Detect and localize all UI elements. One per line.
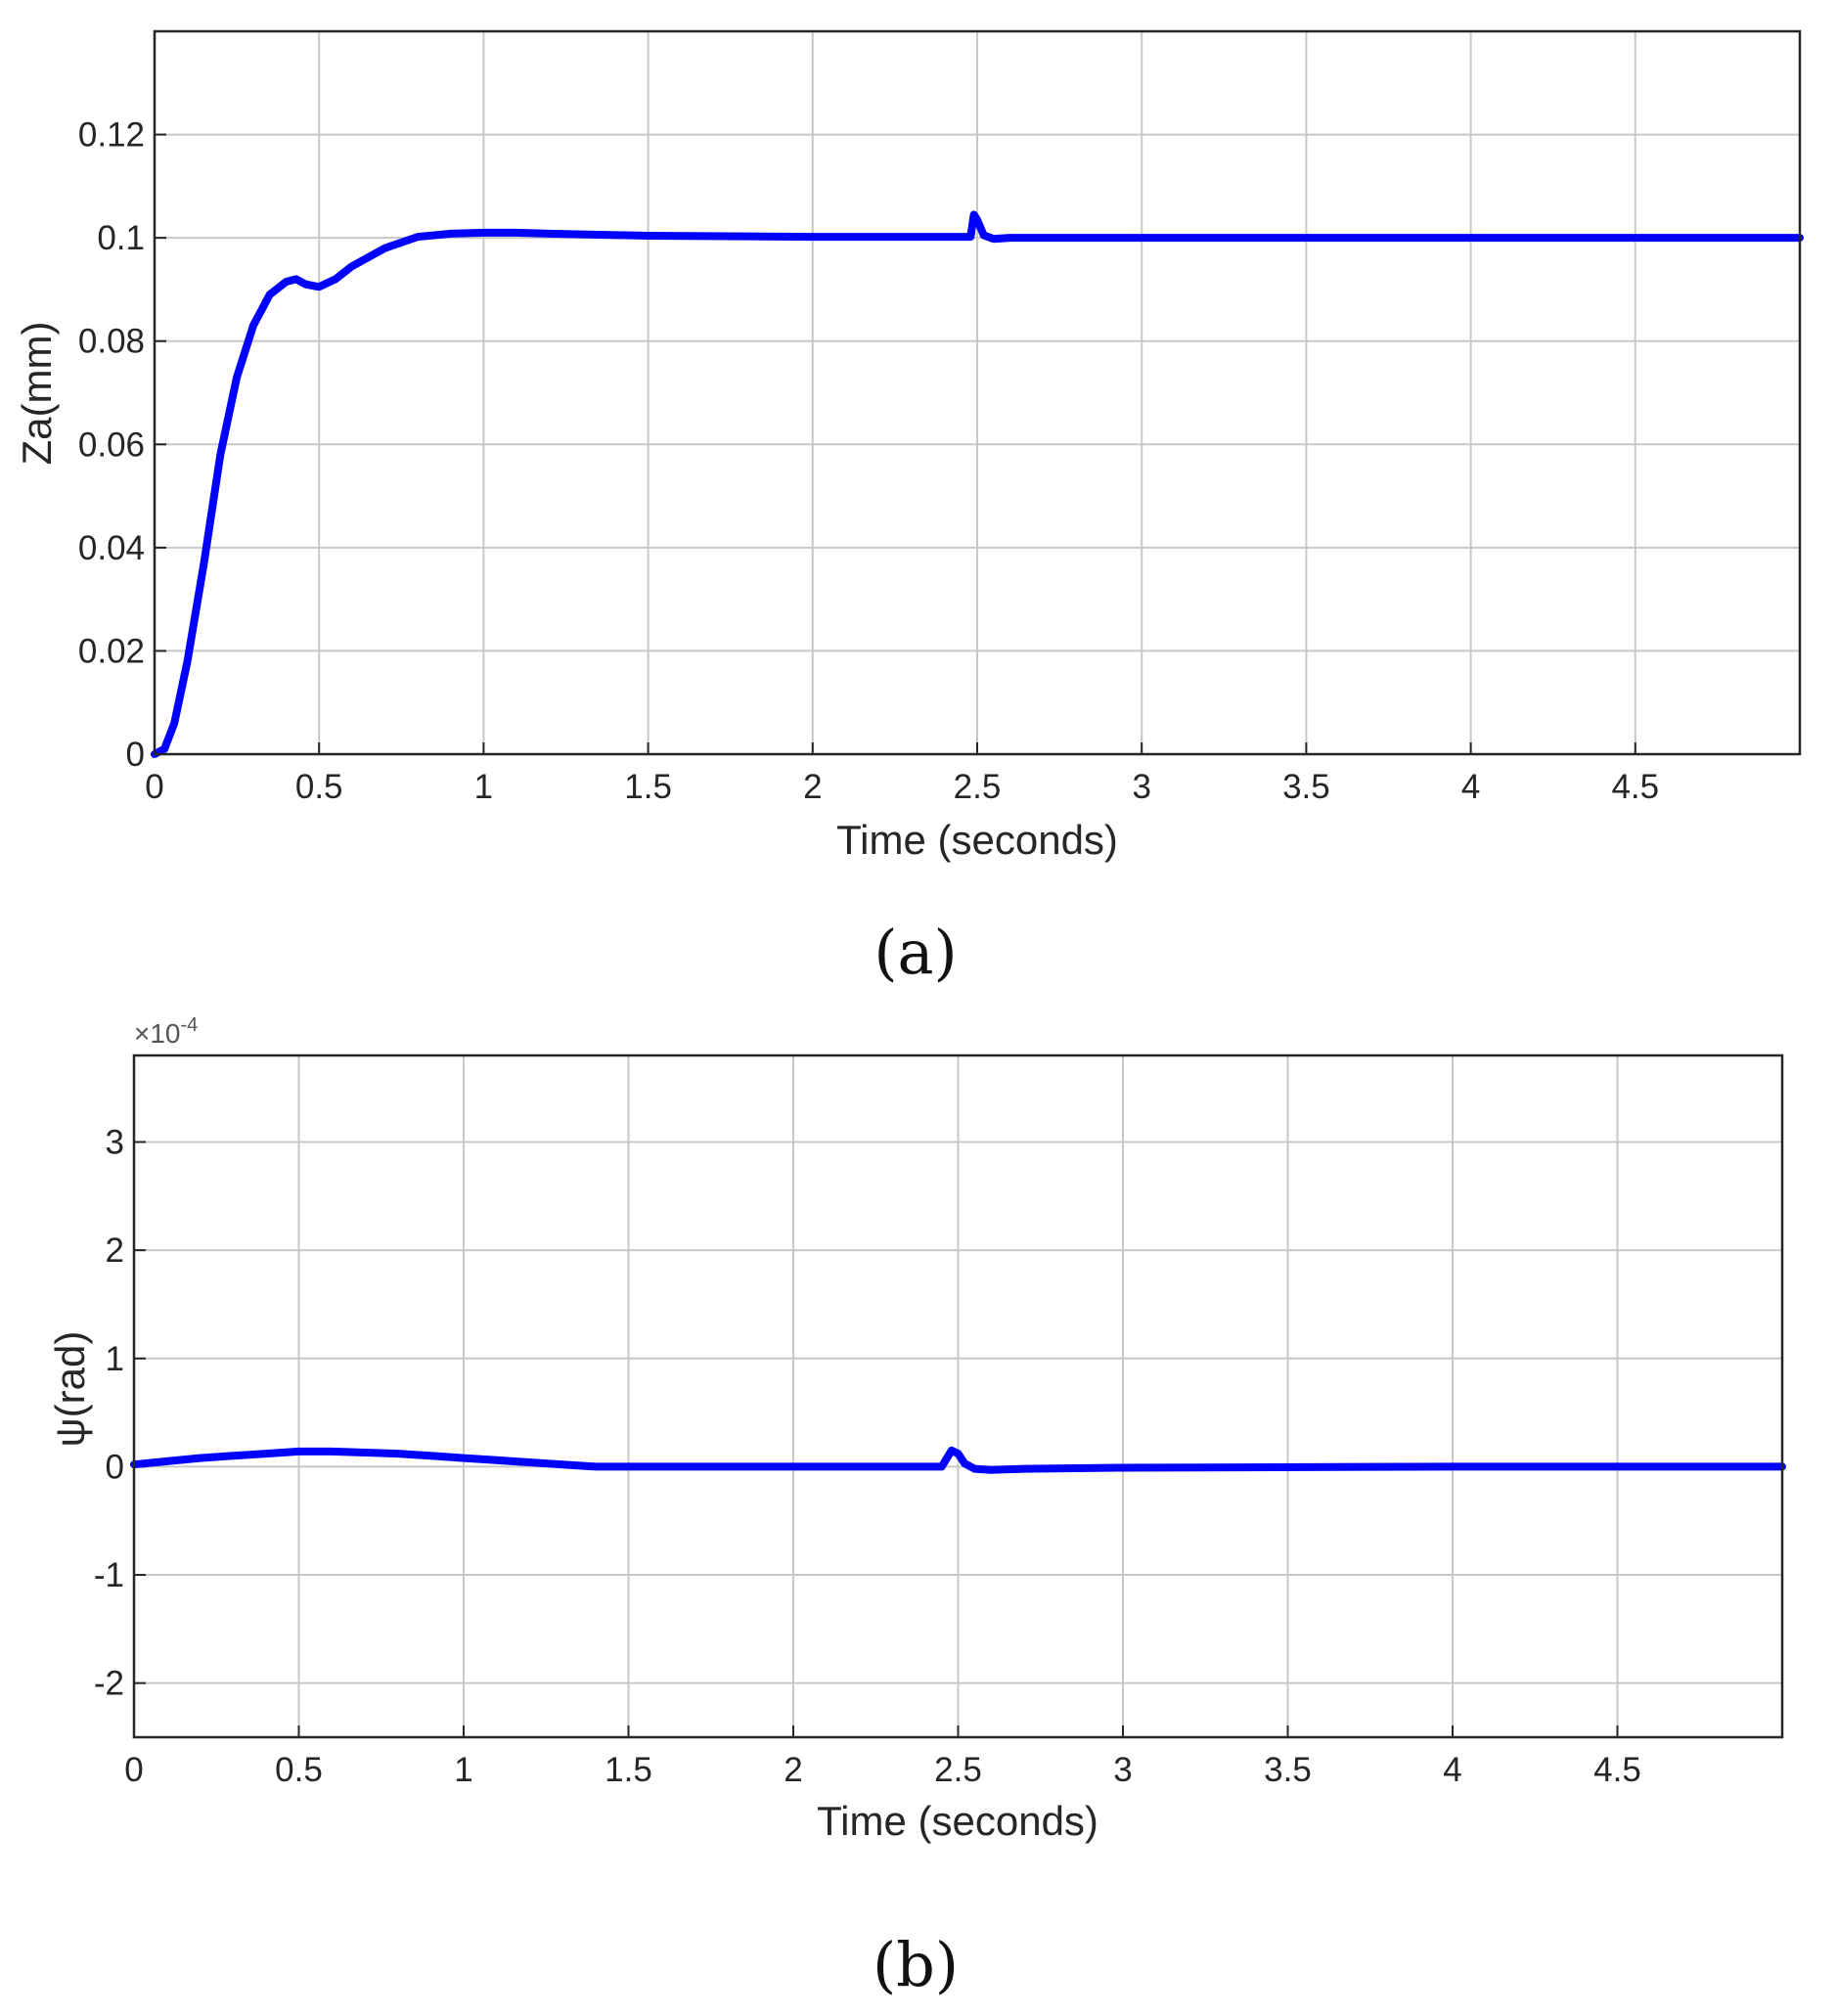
y-tick-label: -1 <box>94 1556 124 1594</box>
y-tick-label: 0 <box>106 1448 124 1486</box>
x-tick-label: 4 <box>1461 768 1480 806</box>
x-tick-label: 3 <box>1113 1751 1132 1789</box>
chart-a-grid <box>155 31 1800 754</box>
x-tick-label: 0.5 <box>295 768 343 806</box>
chart-b-exponent-base: ×10 <box>134 1018 181 1049</box>
y-tick-label: 0.08 <box>78 323 145 361</box>
chart-b-ticks: 0 0.5 1 1.5 2 2.5 3 3.5 4 4.5 -2 -1 0 1 2 3 <box>94 1124 1641 1789</box>
y-tick-label: 2 <box>106 1232 124 1270</box>
chart-b: 0 0.5 1 1.5 2 2.5 3 3.5 4 4.5 -2 -1 0 1 2 3 ×10-4 Time … <box>47 1014 1786 2000</box>
y-tick-label: 0.12 <box>78 116 145 155</box>
x-tick-label: 0.5 <box>275 1751 323 1789</box>
chart-b-grid <box>134 1055 1782 1737</box>
chart-a: 0 0.5 1 1.5 2 2.5 3 3.5 4 4.5 0 0.02 0.04 0.06 0.08 0.1… <box>14 29 1804 988</box>
x-tick-label: 0 <box>145 768 163 806</box>
x-tick-label: 3 <box>1132 768 1150 806</box>
chart-b-exponent-label: ×10-4 <box>134 1014 198 1049</box>
chart-a-frame <box>153 29 1802 756</box>
chart-b-frame <box>132 1053 1784 1739</box>
y-tick-label: 0.1 <box>97 219 145 257</box>
x-tick-label: 2 <box>803 768 822 806</box>
y-tick-label: 0.02 <box>78 632 145 670</box>
chart-b-exponent-power: -4 <box>181 1014 199 1036</box>
x-tick-label: 1 <box>454 1751 472 1789</box>
chart-a-series <box>151 210 1804 758</box>
y-tick-label: 3 <box>106 1124 124 1162</box>
chart-b-x-axis-label: Time (seconds) <box>817 1798 1098 1844</box>
chart-a-caption: (a) <box>874 917 957 988</box>
y-tick-label: 0.04 <box>78 529 145 567</box>
series-line <box>151 210 1804 758</box>
y-tick-label: -2 <box>94 1665 124 1703</box>
y-tick-label: 1 <box>106 1340 124 1378</box>
series-line <box>130 1446 1786 1474</box>
chart-b-series <box>130 1446 1786 1474</box>
x-tick-label: 1 <box>474 768 493 806</box>
x-tick-label: 2 <box>784 1751 802 1789</box>
x-tick-label: 0 <box>124 1751 143 1789</box>
x-tick-label: 1.5 <box>624 768 672 806</box>
chart-a-ticks: 0 0.5 1 1.5 2 2.5 3 3.5 4 4.5 0 0.02 0.04 0.06 0.08 0.1… <box>78 116 1659 806</box>
chart-b-y-axis-label: ψ(rad) <box>47 1331 93 1448</box>
x-tick-label: 3.5 <box>1264 1751 1312 1789</box>
x-tick-label: 3.5 <box>1282 768 1330 806</box>
x-tick-label: 2.5 <box>934 1751 982 1789</box>
x-tick-label: 4.5 <box>1611 768 1659 806</box>
chart-a-y-axis-label: Za(mm) <box>14 322 60 466</box>
x-tick-label: 4 <box>1443 1751 1461 1789</box>
chart-a-x-axis-label: Time (seconds) <box>836 817 1118 863</box>
chart-b-caption: (b) <box>873 1929 959 2000</box>
x-tick-label: 2.5 <box>954 768 1002 806</box>
y-tick-label: 0 <box>126 736 145 774</box>
x-tick-label: 1.5 <box>605 1751 652 1789</box>
x-tick-label: 4.5 <box>1593 1751 1641 1789</box>
y-tick-label: 0.06 <box>78 426 145 464</box>
